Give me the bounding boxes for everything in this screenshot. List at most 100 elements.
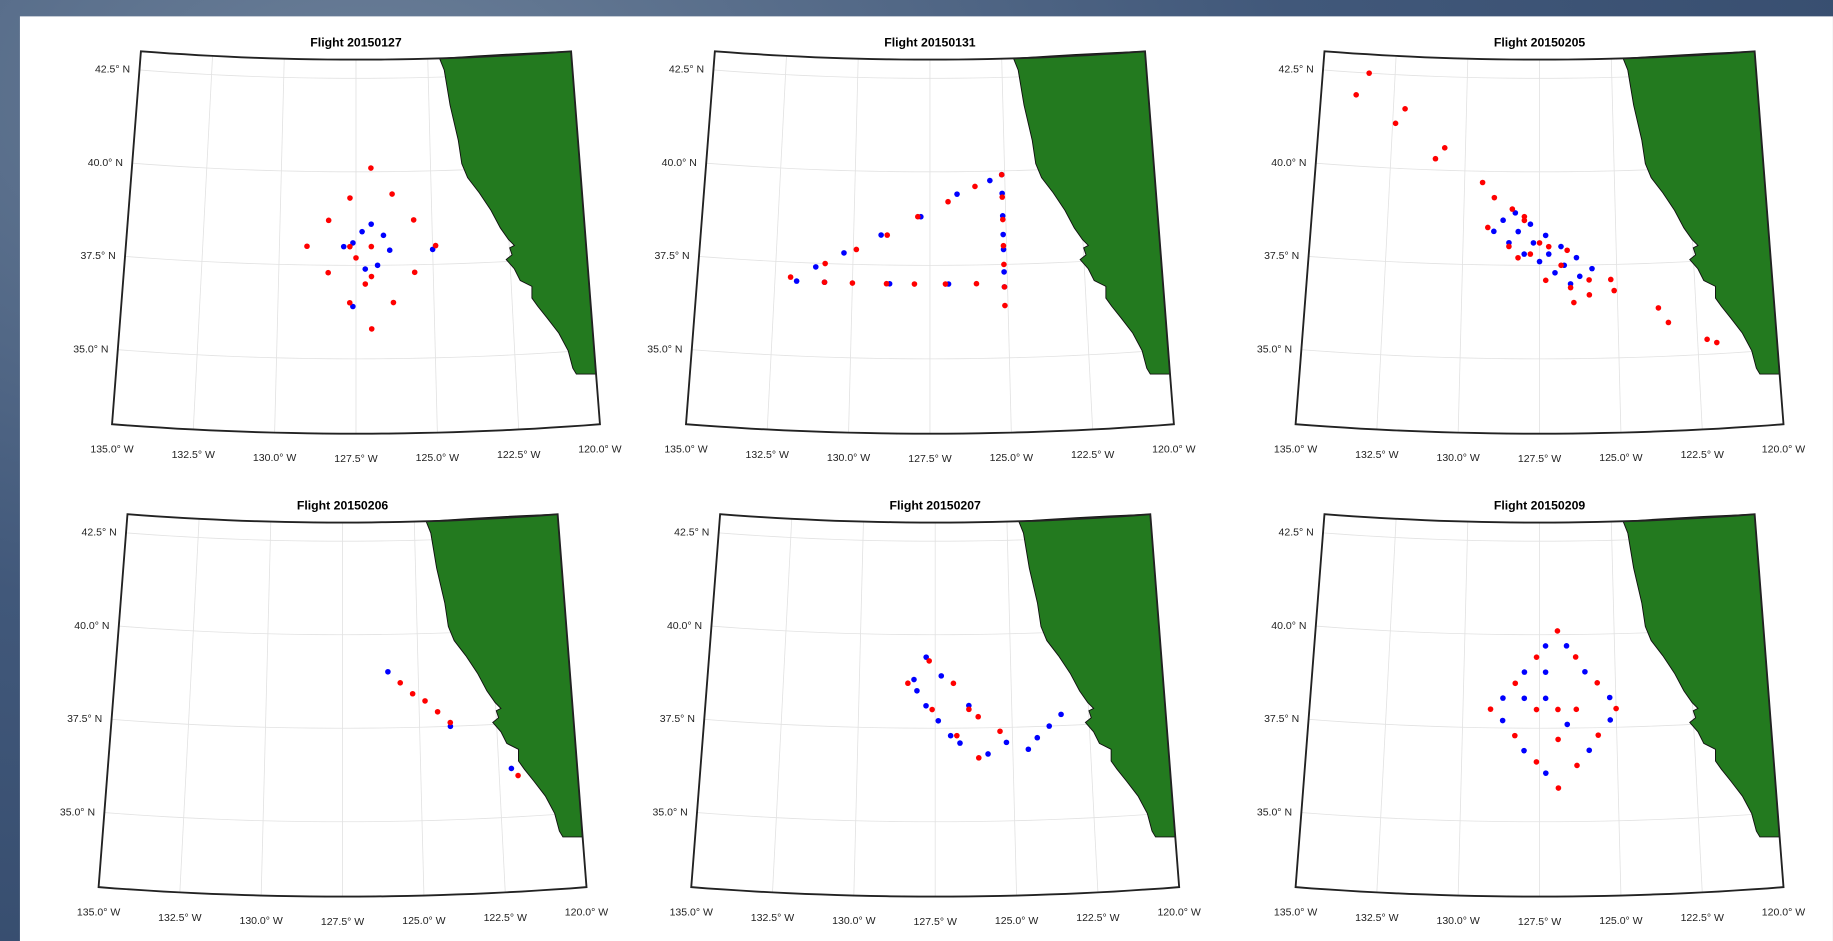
flight-point — [304, 243, 310, 249]
flight-point — [1492, 195, 1498, 201]
flight-point — [1512, 733, 1518, 739]
flight-point — [1586, 747, 1592, 753]
flight-point — [1555, 628, 1561, 634]
flight-point — [1034, 735, 1040, 741]
lat-tick-label: 37.5° N — [81, 250, 116, 262]
flight-point — [359, 229, 365, 235]
flight-point — [1611, 288, 1617, 294]
flight-point — [1000, 217, 1006, 223]
flight-point — [369, 274, 375, 280]
lon-tick-label: 135.0° W — [90, 444, 133, 456]
flight-point — [884, 232, 890, 238]
lon-tick-label: 132.5° W — [172, 449, 215, 461]
flight-point — [1000, 232, 1006, 238]
flight-point — [515, 773, 521, 779]
lon-tick-label: 132.5° W — [1355, 449, 1398, 461]
flight-point — [1534, 759, 1540, 765]
flight-point — [1577, 273, 1583, 279]
lat-tick-label: 42.5° N — [674, 527, 709, 539]
flight-point — [411, 217, 417, 223]
flight-point — [1608, 277, 1614, 283]
flight-point — [850, 280, 856, 286]
lon-tick-label: 132.5° W — [1355, 912, 1398, 924]
flight-point — [1546, 244, 1552, 250]
flight-point — [948, 733, 954, 739]
flight-point — [1574, 255, 1580, 261]
flight-point — [433, 243, 439, 249]
flight-point — [985, 751, 991, 757]
flight-point — [788, 274, 794, 280]
flight-point — [957, 740, 963, 746]
flight-point — [1433, 156, 1439, 162]
flight-point — [1046, 723, 1052, 729]
flight-point — [884, 281, 890, 287]
flight-point — [387, 247, 393, 253]
flight-point — [1543, 233, 1549, 239]
flight-point — [1442, 145, 1448, 151]
flight-point — [915, 214, 921, 220]
flight-point — [326, 218, 332, 224]
page: Flight 2015012735.0° N37.5° N40.0° N42.5… — [0, 0, 1833, 941]
flight-point — [912, 281, 918, 287]
flight-point — [1556, 785, 1562, 791]
lon-tick-label: 125.0° W — [990, 452, 1033, 464]
flight-point — [1714, 340, 1720, 346]
panel-title: Flight 20150131 — [884, 35, 976, 49]
lat-tick-label: 37.5° N — [67, 713, 102, 725]
lat-tick-label: 37.5° N — [1264, 250, 1299, 262]
lon-tick-label: 125.0° W — [402, 915, 445, 927]
lat-tick-label: 40.0° N — [1271, 157, 1306, 169]
flight-point — [975, 714, 981, 720]
lon-tick-label: 135.0° W — [670, 907, 713, 919]
lon-tick-label: 122.5° W — [484, 912, 527, 924]
flight-point — [929, 707, 935, 713]
lon-tick-label: 125.0° W — [995, 915, 1038, 927]
flight-point — [368, 221, 374, 227]
lat-tick-label: 35.0° N — [60, 806, 95, 818]
flight-point — [447, 720, 453, 726]
flight-point — [1366, 70, 1372, 76]
lon-tick-label: 130.0° W — [1436, 452, 1479, 464]
lat-tick-label: 35.0° N — [647, 343, 682, 355]
flight-point — [1607, 695, 1613, 701]
flight-point — [1587, 292, 1593, 298]
flight-point — [1543, 643, 1549, 649]
lon-tick-label: 135.0° W — [1274, 444, 1317, 456]
flight-point — [347, 195, 353, 201]
flight-point — [999, 194, 1005, 200]
lon-tick-label: 125.0° W — [416, 452, 459, 464]
flight-point — [1521, 748, 1527, 754]
lat-tick-label: 42.5° N — [82, 527, 117, 539]
flight-point — [923, 703, 929, 709]
lon-tick-label: 127.5° W — [334, 453, 377, 465]
lat-tick-label: 42.5° N — [669, 64, 704, 76]
lon-tick-label: 125.0° W — [1599, 452, 1642, 464]
flight-point — [1546, 251, 1552, 257]
flight-point — [1537, 240, 1543, 246]
flight-point — [1353, 92, 1359, 98]
flight-point — [1521, 251, 1527, 257]
flight-point — [1543, 696, 1549, 702]
flight-point — [375, 262, 381, 268]
flight-point — [1573, 707, 1579, 713]
lon-tick-label: 127.5° W — [908, 453, 951, 465]
flight-point — [1555, 707, 1561, 713]
flight-point — [905, 680, 911, 686]
lon-tick-label: 122.5° W — [1681, 449, 1724, 461]
lat-tick-label: 35.0° N — [1257, 343, 1292, 355]
flight-point — [325, 270, 331, 276]
flight-point — [1595, 732, 1601, 738]
lat-tick-label: 40.0° N — [88, 157, 123, 169]
flight-point — [1613, 706, 1619, 712]
flight-point — [1004, 740, 1010, 746]
flight-point — [1058, 712, 1064, 718]
flight-point — [1485, 225, 1491, 231]
lat-tick-label: 40.0° N — [667, 620, 702, 632]
flight-point — [954, 733, 960, 739]
flight-point — [1582, 669, 1588, 675]
flight-point — [1558, 262, 1564, 268]
lon-tick-label: 120.0° W — [578, 444, 621, 456]
lon-tick-label: 120.0° W — [1152, 444, 1195, 456]
panel-title: Flight 20150209 — [1494, 498, 1586, 512]
flight-point — [943, 281, 949, 287]
